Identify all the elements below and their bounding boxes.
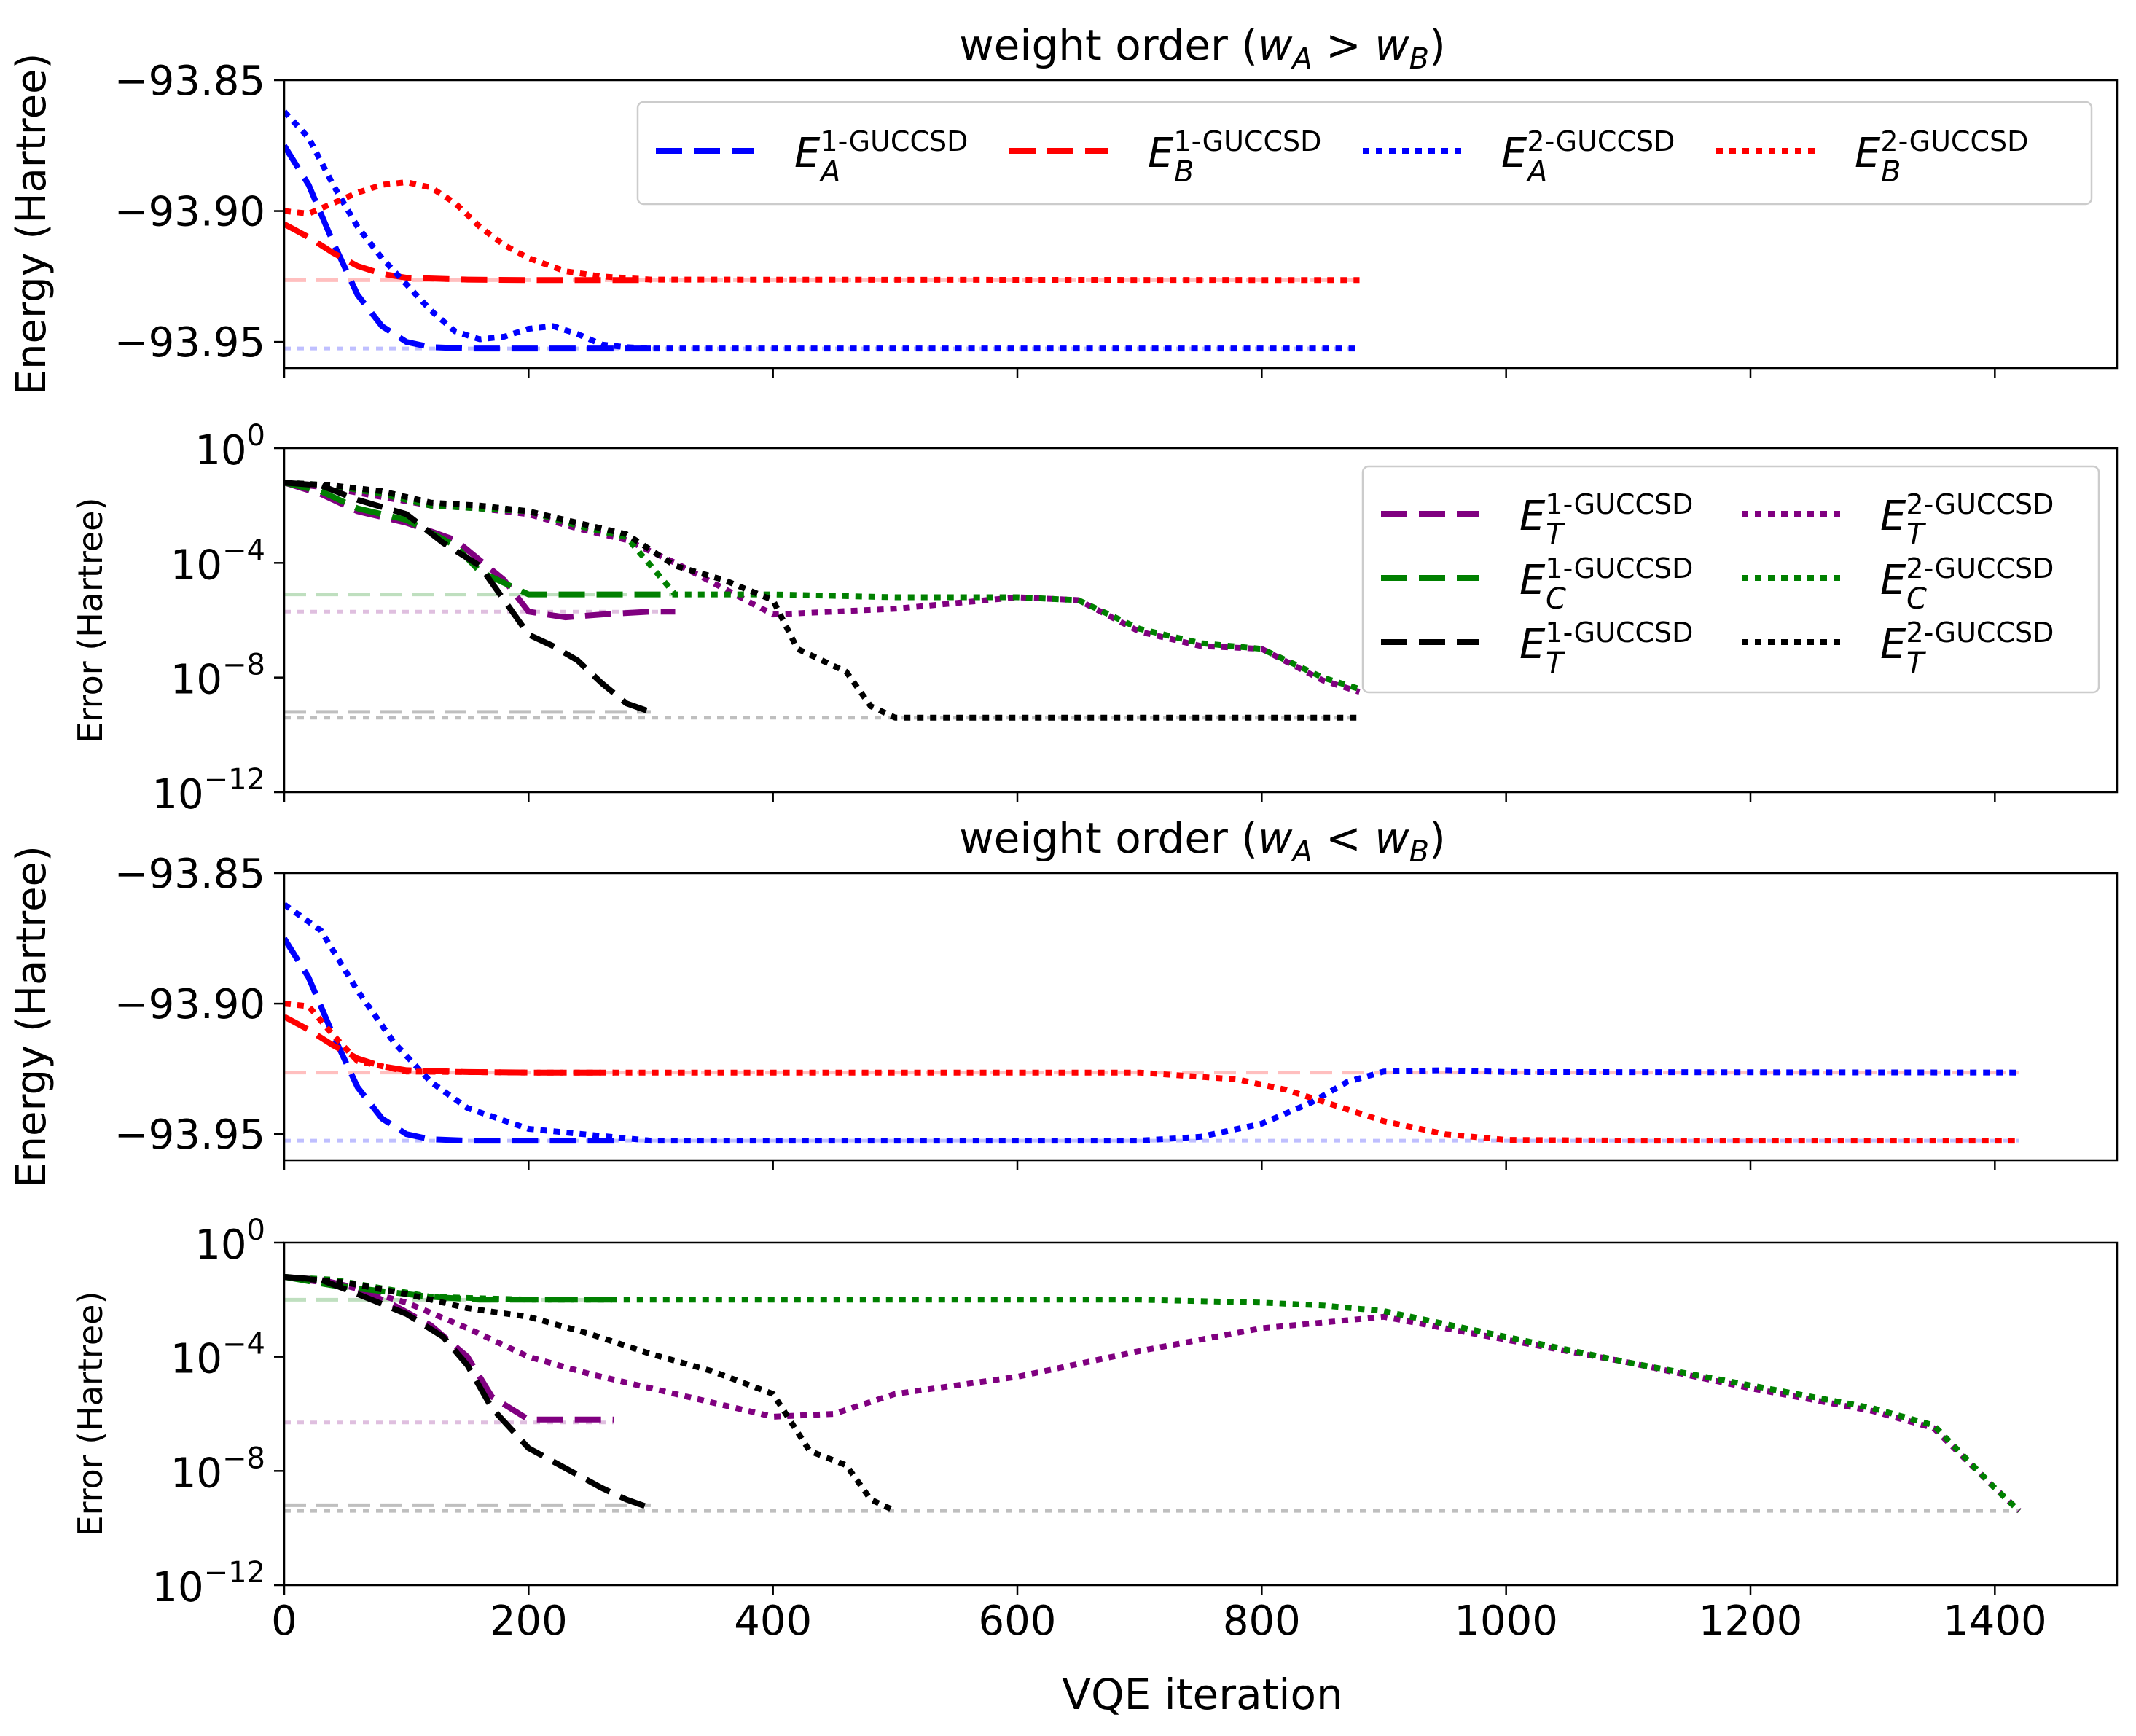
legend-label-subscript: B [1174, 155, 1194, 189]
reference-lines [284, 1297, 2019, 1513]
axes-frame [283, 872, 2119, 1162]
legend-label: E2-GUCCSD [1880, 552, 2054, 604]
legend-label: E2-GUCCSD [1880, 617, 2054, 668]
series-line-3 [284, 109, 1360, 352]
series-line-5 [284, 480, 652, 715]
legend-label: E1-GUCCSD [794, 125, 968, 177]
legend-label: E1-GUCCSD [1519, 552, 1693, 604]
y-tick-label: −93.90 [114, 189, 265, 236]
legend-label-subscript: A [1525, 155, 1547, 189]
axes-frame [283, 79, 2119, 370]
legend-label-subscript: T [1546, 518, 1566, 552]
x-tick-label: 600 [979, 1598, 1057, 1645]
axes-frame [283, 447, 2119, 794]
panel-2: 100 10−4 10−8 10−12 Error (Hartree) E1-GUCCSD… [71, 419, 2119, 818]
legend-label: E1-GUCCSD [1148, 125, 1321, 177]
series-line-1 [284, 144, 651, 352]
reference-lines [284, 278, 1360, 351]
y-tick-label: 100 [195, 419, 265, 474]
legend-label-subscript: T [1906, 646, 1927, 680]
y-tick-label: 10−8 [171, 649, 265, 704]
legend-label-subscript: C [1906, 582, 1927, 616]
x-tick-label: 400 [734, 1598, 812, 1645]
x-tick-label: 800 [1223, 1598, 1301, 1645]
x-axis: 0 200 400 600 800 1000 1200 1400 [271, 1598, 2046, 1645]
legend-label-subscript: C [1546, 582, 1566, 616]
reference-lines [284, 593, 1360, 720]
y-tick-label: −93.90 [114, 981, 265, 1028]
y-tick-label: −93.85 [114, 58, 265, 105]
series-line-5 [284, 1274, 652, 1512]
x-tick-label: 200 [490, 1598, 568, 1645]
series-group [284, 902, 2019, 1144]
series-line-1 [284, 937, 614, 1144]
legend-label-subscript: T [1546, 646, 1566, 680]
series-line-3 [284, 480, 676, 598]
series-group [284, 480, 1361, 721]
y-tick-label: −93.95 [114, 1111, 265, 1159]
x-tick-label: 0 [271, 1598, 297, 1645]
y-tick-label: 100 [195, 1213, 265, 1269]
x-tick-label: 1000 [1454, 1598, 1558, 1645]
x-axis-label: VQE iteration [1062, 1670, 1342, 1719]
legend-label-subscript: T [1906, 518, 1927, 552]
legend-label-subscript: B [1881, 155, 1901, 189]
series-group [284, 109, 1360, 352]
y-axis-label: Error (Hartree) [71, 498, 110, 743]
series-line-2 [284, 1014, 614, 1076]
series-line-6 [284, 480, 1360, 721]
legend-label: E2-GUCCSD [1855, 125, 2028, 177]
y-tick-label: 10−12 [152, 763, 265, 818]
x-tick-label: 1200 [1699, 1598, 1803, 1645]
y-axis-label: Energy (Hartree) [8, 53, 55, 396]
x-tick-label: 1400 [1943, 1598, 2047, 1645]
series-line-2 [284, 1274, 2022, 1514]
panel-1: −93.85 −93.90 −93.95 Energy (Hartree) weight… [8, 20, 2119, 396]
series-line-4 [284, 1001, 2019, 1144]
panel-3: −93.85 −93.90 −93.95 Energy (Hartree) weight… [8, 813, 2119, 1188]
y-axis-label: Energy (Hartree) [8, 845, 55, 1188]
legend-label: E1-GUCCSD [1519, 617, 1693, 668]
panel-4: 100 10−4 10−8 10−12 Error (Hartree) [71, 1213, 2119, 1611]
y-tick-label: −93.95 [114, 319, 265, 367]
panel-title: weight order (wA < wB) [959, 813, 1446, 869]
legend-frame [1361, 465, 2100, 694]
y-axis-label: Error (Hartree) [71, 1291, 110, 1537]
series-line-4 [284, 1274, 2022, 1514]
axes-frame [283, 1241, 2119, 1587]
series-line-4 [284, 480, 1361, 692]
legend-label: E1-GUCCSD [1519, 488, 1693, 540]
y-tick-label: 10−8 [171, 1442, 265, 1497]
y-tick-label: −93.85 [114, 851, 265, 898]
legend-label-subscript: A [818, 155, 840, 189]
y-tick-label: 10−12 [152, 1556, 265, 1611]
legend-label: E2-GUCCSD [1501, 125, 1675, 177]
series-line-3 [284, 902, 2019, 1144]
series-line-6 [284, 1274, 896, 1514]
panel-title: weight order (wA > wB) [959, 20, 1446, 76]
y-tick-label: 10−4 [171, 533, 265, 589]
y-tick-label: 10−4 [171, 1328, 265, 1383]
series-line-2 [284, 221, 651, 284]
series-line-2 [284, 480, 1361, 695]
series-group [284, 1274, 2022, 1514]
legend-label: E2-GUCCSD [1880, 488, 2054, 540]
